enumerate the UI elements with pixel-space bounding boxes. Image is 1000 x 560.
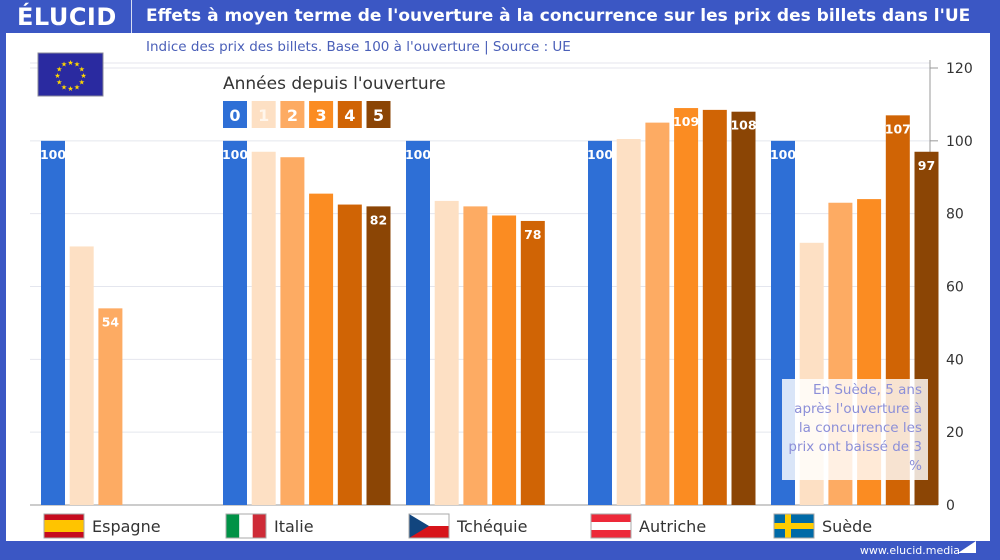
sweden-flag [773, 513, 815, 539]
bar-Italie-1 [251, 151, 276, 505]
chart-title: Effets à moyen terme de l'ouverture à la… [146, 6, 971, 26]
eu-star: ★ [67, 85, 73, 93]
eu-flag [37, 52, 104, 97]
legend-swatch [280, 101, 305, 128]
data-label: 100 [222, 147, 248, 162]
eu-star: ★ [56, 66, 62, 74]
eu-star: ★ [67, 59, 73, 67]
y-tick-label: 100 [946, 134, 973, 150]
bar-Autriche-3 [674, 108, 699, 505]
eu-star: ★ [54, 72, 60, 80]
data-label: 100 [40, 147, 66, 162]
bar-Autriche-1 [616, 139, 641, 505]
legend-item-3: 3 [309, 101, 334, 128]
legend-label: 1 [258, 106, 269, 125]
bar-Tchéquie-3 [492, 215, 517, 506]
legend-label: 5 [373, 106, 384, 125]
flag-border [408, 513, 450, 539]
y-tick-label: 60 [946, 280, 964, 296]
eu-star: ★ [80, 72, 86, 80]
bar-Autriche-0 [588, 140, 612, 506]
bar-Italie-2 [280, 157, 305, 506]
eu-star: ★ [61, 83, 67, 91]
bar-Tchéquie-0 [406, 140, 430, 506]
legend-swatch [251, 101, 276, 128]
legend-item-5: 5 [366, 101, 391, 128]
legend-label: 4 [344, 106, 355, 125]
data-label: 78 [524, 227, 541, 242]
data-label: 100 [405, 147, 431, 162]
y-tick-label: 80 [946, 207, 964, 223]
czechia-flag [408, 513, 450, 539]
data-label: 108 [730, 118, 756, 133]
legend-title: Années depuis l'ouverture [223, 74, 446, 94]
bar-Autriche-2 [645, 122, 670, 505]
y-tick-label: 20 [946, 425, 964, 441]
eu-star: ★ [74, 61, 80, 69]
bar-Espagne-1 [69, 246, 94, 506]
category-label: Autriche [639, 517, 706, 536]
legend-item-0: 0 [223, 101, 247, 128]
category-label: Suède [822, 517, 872, 536]
austria-flag [590, 513, 632, 539]
elucid-logo: ÉLUCID [17, 3, 117, 31]
data-label: 100 [770, 147, 796, 162]
bar-Autriche-4 [702, 109, 727, 506]
legend-swatch [309, 101, 334, 128]
flag-border [225, 513, 267, 539]
category-label: Tchéquie [456, 517, 527, 536]
bar-Italie-3 [309, 193, 334, 505]
eu-star: ★ [74, 83, 80, 91]
data-label: 97 [918, 158, 935, 173]
legend-label: 2 [287, 106, 298, 125]
bar-Autriche-5 [731, 111, 756, 505]
flag-border [43, 513, 85, 539]
bar-Tchéquie-2 [463, 206, 488, 505]
bar-Italie-0 [223, 140, 247, 506]
header-divider [131, 0, 132, 33]
eu-star: ★ [79, 79, 85, 87]
category-label: Espagne [92, 517, 161, 536]
bar-Tchéquie-1 [434, 200, 459, 505]
legend-swatch [366, 101, 391, 128]
legend-item-1: 1 [251, 101, 276, 128]
data-label: 82 [370, 212, 387, 227]
eu-star: ★ [61, 61, 67, 69]
data-label: 109 [673, 114, 699, 129]
bar-Tchéquie-4 [520, 220, 545, 505]
flag-border [590, 513, 632, 539]
header: ÉLUCID Effets à moyen terme de l'ouvertu… [0, 0, 1000, 33]
y-tick-label: 120 [946, 61, 973, 77]
elucid-mark-icon [958, 541, 976, 553]
bar-Italie-5 [366, 206, 391, 505]
legend-swatch [223, 101, 247, 128]
data-label: 107 [885, 121, 911, 136]
legend-swatch [337, 101, 362, 128]
annotation-note: En Suède, 5 ans après l'ouverture à la c… [782, 379, 928, 480]
spain-flag [43, 513, 85, 539]
category-label: Italie [274, 517, 314, 536]
eu-star: ★ [56, 79, 62, 87]
legend-item-2: 2 [280, 101, 305, 128]
data-label: 54 [102, 314, 120, 329]
footer-url[interactable]: www.elucid.media [859, 544, 960, 557]
y-tick-label: 0 [946, 498, 955, 514]
bar-Italie-4 [337, 204, 362, 505]
legend-label: 0 [229, 106, 240, 125]
eu-star: ★ [79, 66, 85, 74]
flag-border [773, 513, 815, 539]
italy-flag [225, 513, 267, 539]
legend-label: 3 [316, 106, 327, 125]
legend-item-4: 4 [337, 101, 362, 128]
y-tick-label: 40 [946, 352, 964, 368]
chart-subtitle: Indice des prix des billets. Base 100 à … [146, 39, 571, 55]
data-label: 100 [587, 147, 613, 162]
bar-Espagne-0 [41, 140, 65, 506]
bar-Espagne-2 [98, 308, 123, 505]
